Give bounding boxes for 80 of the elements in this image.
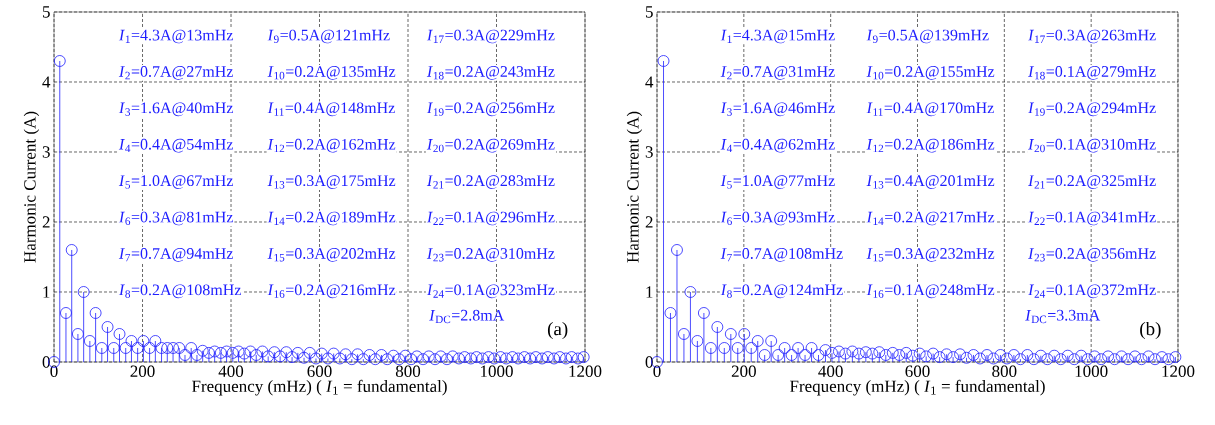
annotation: I$_{10}$=0.2A@155mHz (866, 66, 995, 80)
annotation: I$_{18}$=0.1A@279mHz (1028, 66, 1156, 80)
annotation: I$_{19}$=0.2A@256mHz (426, 102, 555, 117)
x-tick-label: 400 (218, 365, 244, 377)
x-tick-label: 600 (307, 365, 332, 377)
x-axis-title: Frequency (mHz) ( I$_{1}$ = fundamental) (789, 379, 1045, 396)
y-tick-label: 4 (645, 76, 654, 88)
x-tick-label: 800 (395, 365, 421, 377)
y-tick-label: 5 (42, 6, 50, 18)
annotation: I$_{10}$=0.2A@135mHz (267, 66, 396, 80)
annotation: I$_{21}$=0.2A@283mHz (426, 175, 555, 189)
annotation: I$_{23}$=0.2A@310mHz (426, 248, 555, 262)
annotation: I$_{16}$=0.2A@216mHz (267, 284, 396, 299)
annotation: I$_{15}$=0.3A@232mHz (866, 248, 995, 262)
annotation: I$_{12}$=0.2A@186mHz (866, 138, 995, 153)
annotation: I$_{7}$=0.7A@94mHz (118, 248, 233, 262)
annotation: I$_{2}$=0.7A@27mHz (118, 66, 233, 80)
annotation: I$_{19}$=0.2A@294mHz (1028, 102, 1156, 117)
x-tick-label: 400 (818, 365, 843, 377)
y-tick-label: 3 (645, 146, 653, 158)
annotation: (b) (1140, 321, 1161, 340)
annotation: I$_{1}$=4.3A@13mHz (118, 29, 233, 44)
x-tick-label: 1200 (569, 365, 602, 377)
annotation: I$_{20}$=0.1A@310mHz (1028, 138, 1156, 153)
annotation: I$_{14}$=0.2A@189mHz (267, 211, 396, 226)
annotation: I$_{7}$=0.7A@108mHz (720, 248, 843, 262)
annotation: I$_{5}$=1.0A@67mHz (118, 175, 233, 189)
annotation: I$_{18}$=0.2A@243mHz (426, 66, 555, 80)
annotation: I$_{20}$=0.2A@269mHz (426, 138, 555, 153)
annotation: I$_{2}$=0.7A@31mHz (720, 66, 835, 80)
annotation: I$_{4}$=0.4A@54mHz (118, 138, 233, 153)
annotation: I$_{11}$=0.4A@148mHz (267, 102, 395, 117)
annotation: I$_{DC}$=2.8mA (429, 309, 505, 324)
annotation: I$_{11}$=0.4A@170mHz (866, 102, 994, 117)
annotation: I$_{17}$=0.3A@263mHz (1028, 29, 1156, 44)
annotation: I$_{1}$=4.3A@15mHz (720, 29, 835, 44)
annotation: I$_{8}$=0.2A@124mHz (720, 284, 843, 299)
x-tick-label: 1000 (1075, 365, 1108, 377)
y-tick-label: 1 (646, 286, 653, 298)
annotation: I$_{14}$=0.2A@217mHz (866, 211, 995, 226)
annotation: I$_{9}$=0.5A@139mHz (866, 29, 989, 44)
annotation: I$_{15}$=0.3A@202mHz (267, 248, 396, 262)
y-tick-label: 5 (645, 6, 653, 18)
annotation: I$_{DC}$=3.3mA (1025, 309, 1101, 324)
x-tick-label: 600 (905, 365, 930, 377)
x-tick-label: 800 (992, 365, 1017, 377)
x-tick-label: 1000 (481, 365, 513, 377)
annotation: (a) (547, 321, 568, 340)
y-tick-label: 0 (645, 356, 653, 368)
x-tick-label: 200 (130, 365, 155, 377)
y-axis-title: Harmonic Current (A) (23, 111, 40, 263)
annotation: I$_{22}$=0.1A@341mHz (1028, 211, 1156, 226)
annotation: I$_{3}$=1.6A@40mHz (118, 102, 233, 117)
annotation: I$_{12}$=0.2A@162mHz (267, 138, 396, 153)
x-axis-title: Frequency (mHz) ( I$_{1}$ = fundamental) (191, 379, 447, 396)
annotation: I$_{16}$=0.1A@248mHz (866, 284, 995, 299)
y-tick-label: 3 (42, 146, 50, 158)
annotation: I$_{24}$=0.1A@323mHz (426, 284, 555, 299)
annotation: I$_{4}$=0.4A@62mHz (720, 138, 835, 153)
x-tick-label: 1200 (1162, 365, 1195, 377)
annotation: I$_{5}$=1.0A@77mHz (720, 175, 835, 189)
y-axis-title: Harmonic Current (A) (626, 111, 643, 263)
annotation: I$_{23}$=0.2A@356mHz (1028, 248, 1156, 262)
annotation: I$_{13}$=0.3A@175mHz (267, 175, 396, 189)
x-tick-label: 200 (731, 365, 756, 377)
annotation: I$_{21}$=0.2A@325mHz (1028, 175, 1156, 189)
y-tick-label: 4 (42, 76, 51, 88)
annotation: I$_{17}$=0.3A@229mHz (426, 29, 555, 44)
y-tick-label: 2 (42, 216, 50, 228)
annotation: I$_{3}$=1.6A@46mHz (720, 102, 835, 117)
y-tick-label: 1 (43, 286, 50, 298)
annotation: I$_{22}$=0.1A@296mHz (426, 211, 555, 226)
y-tick-label: 2 (645, 216, 653, 228)
annotation: I$_{8}$=0.2A@108mHz (118, 284, 241, 299)
annotation: I$_{6}$=0.3A@93mHz (720, 211, 835, 226)
annotation: I$_{24}$=0.1A@372mHz (1028, 284, 1156, 299)
annotation: I$_{6}$=0.3A@81mHz (118, 211, 233, 226)
y-tick-label: 0 (42, 356, 50, 368)
annotation: I$_{9}$=0.5A@121mHz (267, 29, 390, 44)
annotation: I$_{13}$=0.4A@201mHz (866, 175, 995, 189)
